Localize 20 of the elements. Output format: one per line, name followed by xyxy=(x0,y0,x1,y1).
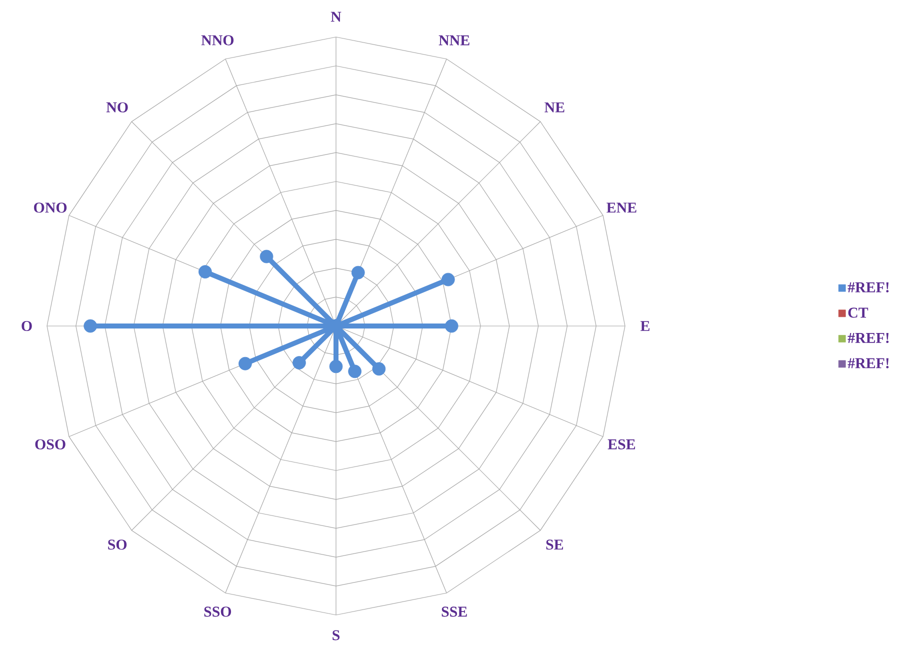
spoke-label: SE xyxy=(546,540,564,550)
spoke-label: ENE xyxy=(606,202,636,213)
legend-label: #REF! xyxy=(848,333,889,344)
spoke-label: S xyxy=(332,630,340,640)
spoke-label: ESE xyxy=(608,439,636,450)
spoke-label: O xyxy=(22,320,32,332)
spoke-label: NNE xyxy=(438,35,470,46)
spoke-label: NNO xyxy=(201,35,234,46)
spoke-label: ONO xyxy=(34,202,67,213)
legend-label: #REF! xyxy=(848,282,889,292)
legend-label: #REF! xyxy=(848,358,889,368)
legend-label: CT xyxy=(848,308,868,318)
spoke-label: SO xyxy=(108,540,127,550)
spoke-label: OSO xyxy=(35,439,66,450)
spoke-label: NO xyxy=(106,102,128,112)
spoke-label: E xyxy=(640,321,650,331)
spoke-label: NE xyxy=(544,102,564,112)
spoke-label: SSE xyxy=(442,606,467,617)
spoke-label: N xyxy=(330,12,342,22)
spoke-label: SSO xyxy=(204,606,232,617)
